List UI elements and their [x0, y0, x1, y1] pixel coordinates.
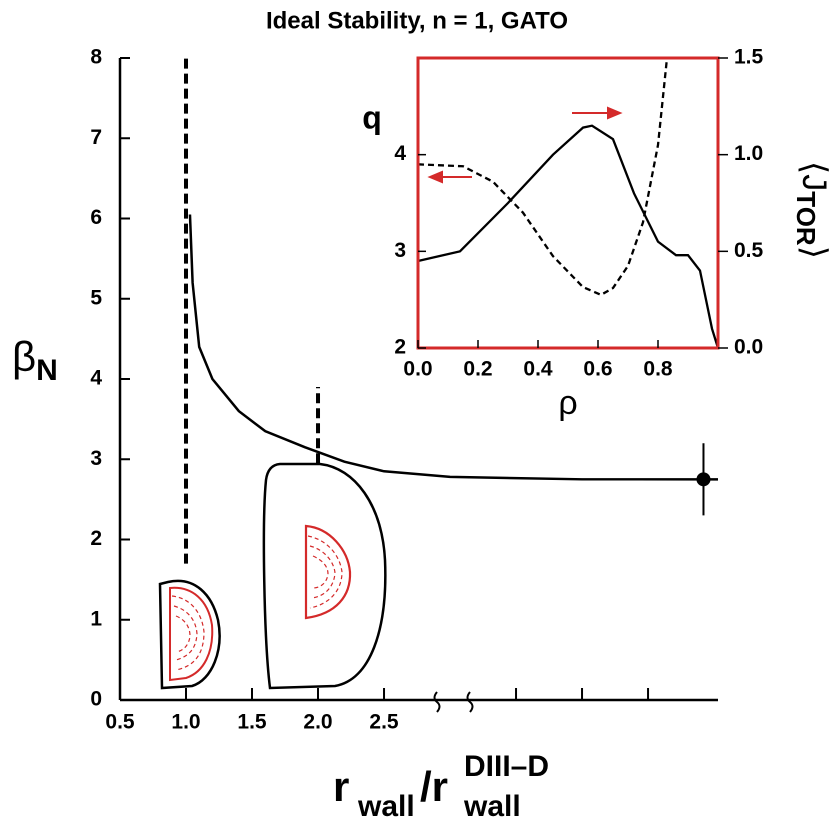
y-tick-label: 3: [90, 447, 102, 470]
y2-axis-label-part: TOR: [791, 191, 821, 246]
y-tick-label: 8: [90, 46, 102, 69]
y2-tick-label: 1.0: [734, 142, 763, 165]
y2-tick-label: 0.5: [734, 239, 764, 262]
y-tick-label: 7: [90, 126, 102, 149]
x-tick-label: 2.5: [369, 711, 399, 734]
y-tick-label: 1: [90, 607, 102, 630]
x-axis-label-part: /r: [420, 763, 448, 810]
y-tick-label: 5: [90, 286, 102, 309]
x-tick-label: 0.0: [403, 358, 432, 381]
direction-arrows: [427, 106, 623, 184]
y-axis-label-sub: N: [36, 354, 58, 387]
x-axis-label-part: r: [333, 763, 349, 810]
y2-axis-label-part: ⟨J: [795, 161, 833, 191]
inset-frame: [416, 56, 720, 350]
line: [417, 124, 720, 349]
axis-break: [433, 691, 474, 713]
y-tick-label: 2: [394, 336, 406, 359]
y-axis-label: βN: [12, 333, 58, 387]
y-axis-label-main: β: [12, 333, 36, 380]
arrow-head: [427, 170, 443, 184]
x-axis-label: ρ: [558, 384, 577, 422]
y-tick-label: 4: [90, 367, 102, 390]
y2-tick-label: 1.5: [734, 46, 764, 69]
x-tick-label: 1.0: [171, 711, 200, 734]
arrow-head: [607, 106, 623, 120]
y2-axis-label-part: ⟩: [795, 246, 833, 259]
y-tick-label: 6: [90, 206, 102, 229]
y2-tick-label: 0.0: [734, 336, 763, 359]
x-tick-label: 2.0: [303, 711, 332, 734]
x-tick-label: 0.8: [643, 358, 673, 381]
x-axis-label-part: wall: [357, 790, 415, 823]
x-axis-label-part: DIII–D: [464, 750, 549, 783]
y-tick-label: 0: [90, 688, 102, 711]
x-axis-label-part: wall: [463, 790, 521, 823]
point: [696, 472, 711, 487]
y-axis-label: q: [362, 99, 382, 135]
inset-background: [418, 58, 718, 348]
y-tick-label: 3: [394, 239, 406, 262]
x-tick-label: 0.2: [463, 358, 492, 381]
x-tick-label: 1.5: [237, 711, 267, 734]
y-tick-label: 2: [90, 527, 102, 550]
chart-title: Ideal Stability, n = 1, GATO: [266, 7, 568, 34]
x-tick-label: 0.4: [523, 358, 553, 381]
x-tick-label: 0.5: [105, 711, 135, 734]
x-tick-label: 0.6: [583, 358, 612, 381]
line: [188, 214, 718, 481]
plasma-shapes: [158, 462, 387, 690]
line: [417, 57, 669, 297]
y-tick-label: 4: [394, 142, 406, 165]
y2-axis-label: ⟨JTOR⟩: [791, 161, 833, 259]
